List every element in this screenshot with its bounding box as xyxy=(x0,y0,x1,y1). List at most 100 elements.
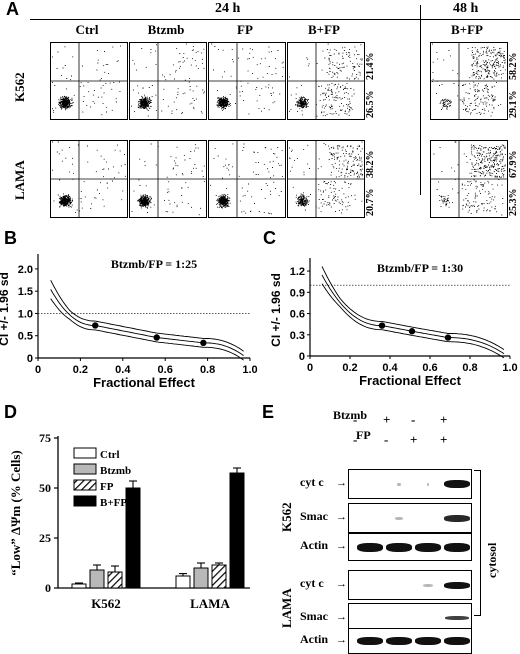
blot-label-2: Actin xyxy=(300,538,328,552)
btzmb-treatment-label: Btzmb xyxy=(333,408,367,422)
row-label-k562: K562 xyxy=(12,72,27,102)
panel-letter-b: B xyxy=(4,228,17,248)
legend-label-0: Ctrl xyxy=(100,449,120,461)
blot-band xyxy=(444,480,470,488)
panel-letter-d: D xyxy=(4,402,17,422)
flow-plot-k562-1: Annexin.003 xyxy=(129,42,207,120)
blot-band xyxy=(444,581,470,589)
blot-band xyxy=(415,637,441,645)
x-axis-label: Fractional Effect xyxy=(359,373,462,388)
blot-label-1: Smac xyxy=(300,509,328,523)
blot-arrow-icon: → xyxy=(336,511,347,523)
blot-band xyxy=(415,542,441,552)
blot-band xyxy=(395,516,403,520)
blot-box-1 xyxy=(348,503,472,533)
blot-group-label-k562: K562 xyxy=(279,502,294,532)
column-header-3: B+FP xyxy=(308,22,340,37)
panel-letter-a: A xyxy=(6,0,19,19)
blot-box-2 xyxy=(348,533,472,561)
ci-chart-c: 0 0.2 0.4 0.6 0.8 1.0 0 0.3 0.6 0.9 1.2 Btzmb/FP = … xyxy=(269,258,518,388)
x-tick-label: 0.8 xyxy=(462,362,477,374)
ci-curve-upper xyxy=(321,266,505,350)
y-tick-label: 75 xyxy=(39,431,51,445)
y-tick-label: 1.2 xyxy=(290,266,305,278)
flow-plot-lama-1: Annexin.007 xyxy=(129,140,207,218)
cytosol-label: cytosol xyxy=(485,542,499,578)
legend-swatch-1 xyxy=(73,463,97,475)
x-tick-label: 0.8 xyxy=(200,364,215,376)
y-axis-label: CI +/- 1.96 sd xyxy=(0,272,11,346)
legend-label-2: FP xyxy=(100,481,114,493)
pct-lower-right-lama-4: 25.3% xyxy=(508,188,519,217)
treatment-sign-fp-2: + xyxy=(410,432,418,447)
blot-arrow-icon: → xyxy=(336,578,347,590)
y-tick-label: 2.0 xyxy=(18,264,33,276)
blot-arrow-icon: → xyxy=(336,540,347,552)
y-tick-label: 1.0 xyxy=(18,308,33,320)
ci-point-0 xyxy=(378,322,386,329)
chart-title: Btzmb/FP = 1:30 xyxy=(377,261,463,275)
ci-curve-mid xyxy=(321,274,505,355)
bar-lama-fp xyxy=(211,564,227,589)
x-tick-label: 0 xyxy=(35,364,41,376)
x-axis-label: Fractional Effect xyxy=(93,375,196,390)
blot-label-4: Smac xyxy=(300,609,328,623)
blot-box-5 xyxy=(348,628,472,654)
bar-k562-b-fp xyxy=(125,487,141,589)
x-tick-label: 0.2 xyxy=(73,364,88,376)
blot-band xyxy=(386,542,412,552)
x-tick-label: 0 xyxy=(307,362,313,374)
blot-arrow-icon: → xyxy=(336,477,347,489)
blot-label-3: cyt c xyxy=(300,576,324,590)
flow-plot-k562-2: Annexin.005 xyxy=(208,42,286,120)
blot-label-5: Actin xyxy=(300,632,328,646)
bar-lama-btzmb xyxy=(193,567,209,589)
treatment-sign-btzmb-2: - xyxy=(411,412,416,427)
header-rule xyxy=(30,19,520,20)
ci-curve-upper xyxy=(50,279,244,352)
ci-point-1 xyxy=(408,328,416,335)
blot-band xyxy=(444,514,470,522)
legend-label-3: B+FP xyxy=(100,497,127,509)
bar-k562-btzmb xyxy=(89,569,105,589)
pct-upper-right-lama-4: 67.9% xyxy=(508,150,519,179)
blot-band xyxy=(357,637,383,645)
blot-band xyxy=(444,542,470,552)
fp-treatment-label: FP xyxy=(356,428,371,442)
x-tick-label: 1.0 xyxy=(242,364,257,376)
treatment-sign-fp-1: - xyxy=(384,432,389,447)
ci-point-2 xyxy=(200,339,207,347)
ci-curve-mid xyxy=(50,289,244,356)
x-tick-label: 0.6 xyxy=(158,364,173,376)
y-tick-label: 0 xyxy=(299,351,305,363)
pct-lower-right-k562-4: 29.1% xyxy=(508,90,519,119)
blot-band xyxy=(386,637,412,645)
row-label-lama: LAMA xyxy=(12,160,27,200)
column-header-0: Ctrl xyxy=(75,22,99,37)
y-tick-label: 1.5 xyxy=(18,286,33,298)
flow-plot-k562-3: Annexin.003 xyxy=(287,42,365,120)
x-tick-label: 0.6 xyxy=(422,362,437,374)
x-category-label: LAMA xyxy=(190,596,230,611)
blot-label-0: cyt c xyxy=(300,475,324,489)
legend-swatch-2 xyxy=(73,479,97,491)
y-tick-label: 0.5 xyxy=(18,331,33,343)
x-category-label: K562 xyxy=(91,596,121,611)
column-header-4: B+FP xyxy=(451,22,483,37)
x-tick-label: 0.4 xyxy=(382,362,398,374)
bar-lama-b-fp xyxy=(229,472,245,589)
header-divider xyxy=(420,5,421,195)
y-tick-label: 0.9 xyxy=(290,287,305,299)
time-label-48h: 48 h xyxy=(453,1,479,16)
blot-band xyxy=(444,637,470,645)
flow-plot-lama-2: Annexin.003 xyxy=(208,140,286,218)
blot-arrow-icon: → xyxy=(336,611,347,623)
blot-band xyxy=(426,482,430,486)
legend-label-1: Btzmb xyxy=(100,465,131,477)
flow-plot-lama-0: Annexin.001 xyxy=(50,140,128,218)
blot-band xyxy=(397,482,401,486)
time-label-24h: 24 h xyxy=(215,1,241,16)
mito-bar-chart-d: 0 25 50 75 K562 LAMA Ctrl Btzmb FP B+FP “Low” ΔΨm … xyxy=(8,431,250,611)
x-tick-label: 0.4 xyxy=(115,364,131,376)
blot-group-label-lama: LAMA xyxy=(279,588,294,628)
